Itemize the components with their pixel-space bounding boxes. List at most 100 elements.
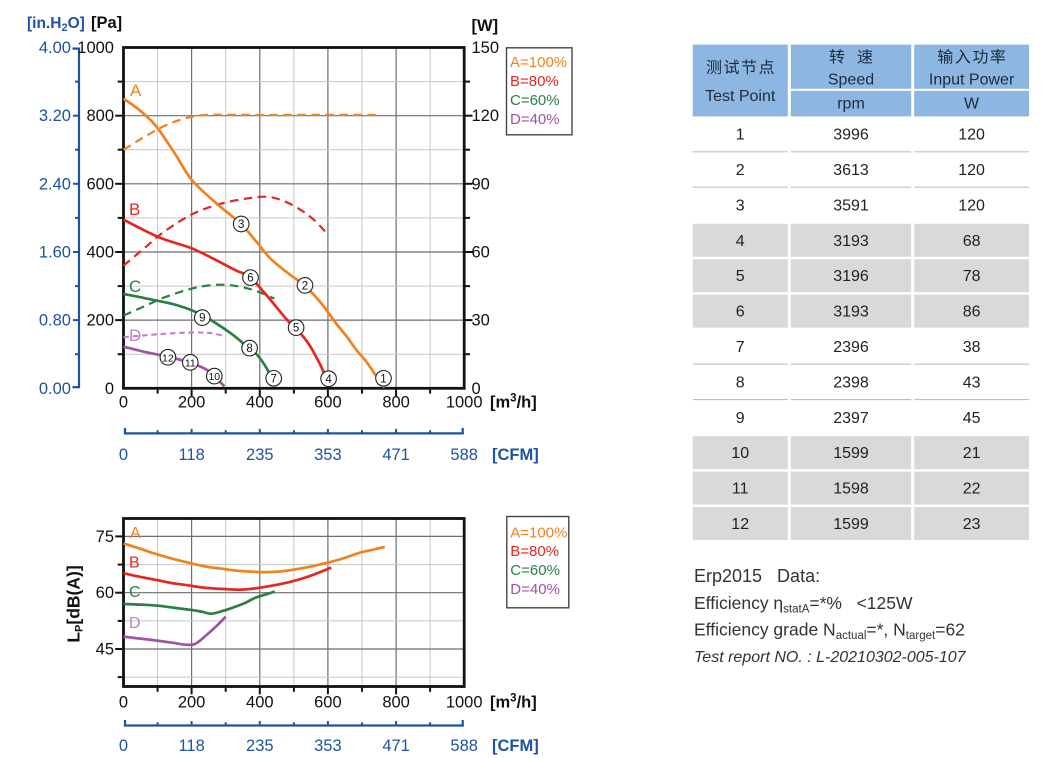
- svg-text:0: 0: [119, 394, 128, 412]
- svg-text:800: 800: [382, 694, 410, 712]
- svg-text:4.00: 4.00: [39, 39, 71, 57]
- svg-text:2398: 2398: [833, 374, 869, 391]
- svg-text:rpm: rpm: [837, 96, 865, 113]
- svg-text:3193: 3193: [833, 233, 869, 250]
- svg-text:2.40: 2.40: [39, 175, 71, 193]
- svg-text:Test Point: Test Point: [705, 88, 776, 105]
- svg-text:9: 9: [199, 313, 205, 325]
- svg-text:D: D: [129, 326, 141, 345]
- svg-text:8: 8: [246, 343, 252, 355]
- svg-text:400: 400: [86, 244, 114, 262]
- svg-text:43: 43: [963, 374, 981, 391]
- svg-text:0: 0: [119, 446, 128, 464]
- svg-text:118: 118: [178, 737, 204, 755]
- svg-text:90: 90: [472, 175, 490, 193]
- svg-text:800: 800: [86, 107, 114, 125]
- svg-text:9: 9: [736, 410, 745, 427]
- svg-text:0: 0: [119, 737, 128, 755]
- svg-text:3.20: 3.20: [39, 107, 71, 125]
- svg-text:471: 471: [382, 446, 410, 464]
- svg-text:8: 8: [736, 374, 745, 391]
- svg-text:400: 400: [246, 394, 274, 412]
- svg-text:235: 235: [246, 737, 274, 755]
- svg-text:4: 4: [325, 374, 332, 386]
- svg-text:3: 3: [736, 197, 745, 214]
- svg-text:1000: 1000: [77, 39, 114, 57]
- svg-text:10: 10: [731, 445, 749, 462]
- svg-text:3: 3: [238, 219, 244, 231]
- svg-text:68: 68: [963, 233, 981, 250]
- svg-text:C=60%: C=60%: [510, 92, 560, 109]
- svg-text:0: 0: [119, 694, 128, 712]
- svg-text:2: 2: [736, 162, 745, 179]
- svg-text:78: 78: [963, 268, 981, 285]
- svg-text:[CFM]: [CFM]: [492, 446, 539, 464]
- svg-text:120: 120: [472, 107, 500, 125]
- svg-text:A=100%: A=100%: [510, 524, 567, 541]
- svg-text:D=40%: D=40%: [510, 581, 560, 598]
- svg-text:38: 38: [963, 339, 981, 356]
- svg-text:5: 5: [736, 268, 745, 285]
- svg-text:7: 7: [736, 339, 745, 356]
- svg-text:22: 22: [963, 481, 981, 498]
- svg-text:B=80%: B=80%: [510, 543, 559, 560]
- svg-text:0.00: 0.00: [39, 380, 71, 398]
- svg-text:45: 45: [963, 410, 981, 427]
- svg-text:LP[dB(A)]: LP[dB(A)]: [64, 565, 86, 642]
- svg-text:1599: 1599: [833, 516, 869, 533]
- svg-text:3591: 3591: [833, 197, 869, 214]
- svg-text:120: 120: [958, 162, 985, 179]
- svg-text:120: 120: [958, 127, 985, 144]
- svg-text:3613: 3613: [833, 162, 869, 179]
- svg-text:3996: 3996: [833, 127, 869, 144]
- svg-text:23: 23: [963, 516, 981, 533]
- svg-text:11: 11: [732, 481, 749, 498]
- svg-text:1: 1: [736, 127, 745, 144]
- svg-text:400: 400: [246, 694, 274, 712]
- svg-text:21: 21: [963, 445, 981, 462]
- svg-text:471: 471: [382, 737, 410, 755]
- svg-text:4: 4: [736, 233, 745, 250]
- svg-text:118: 118: [178, 446, 204, 464]
- svg-text:600: 600: [314, 394, 342, 412]
- svg-text:235: 235: [246, 446, 274, 464]
- svg-text:[m3/h]: [m3/h]: [490, 393, 537, 412]
- svg-text:0.80: 0.80: [39, 312, 71, 330]
- svg-text:W: W: [964, 96, 980, 113]
- svg-text:Test report NO. : L-20210302-0: Test report NO. : L-20210302-005-107: [694, 649, 967, 666]
- svg-text:B=80%: B=80%: [510, 73, 559, 90]
- svg-text:353: 353: [314, 446, 342, 464]
- svg-text:1000: 1000: [446, 694, 483, 712]
- svg-text:1599: 1599: [833, 445, 869, 462]
- svg-text:0: 0: [472, 380, 481, 398]
- svg-text:30: 30: [472, 312, 490, 330]
- svg-text:588: 588: [450, 737, 478, 755]
- svg-text:12: 12: [162, 352, 174, 364]
- svg-text:86: 86: [963, 304, 981, 321]
- svg-text:5: 5: [293, 323, 299, 335]
- svg-text:6: 6: [247, 273, 253, 285]
- svg-text:2396: 2396: [833, 339, 869, 356]
- svg-text:C: C: [129, 584, 141, 601]
- svg-text:D=40%: D=40%: [510, 111, 560, 128]
- svg-text:1000: 1000: [446, 394, 483, 412]
- svg-text:10: 10: [208, 371, 220, 383]
- svg-text:6: 6: [736, 304, 745, 321]
- svg-text:A=100%: A=100%: [510, 54, 567, 71]
- svg-text:600: 600: [86, 175, 114, 193]
- svg-text:2: 2: [302, 281, 308, 293]
- svg-text:Efficiency ηstatA=*% <125W: Efficiency ηstatA=*% <125W: [694, 593, 913, 616]
- svg-text:7: 7: [270, 373, 276, 385]
- svg-text:2397: 2397: [833, 410, 869, 427]
- svg-text:45: 45: [96, 641, 114, 659]
- svg-text:A: A: [130, 525, 141, 542]
- svg-text:1: 1: [380, 373, 386, 385]
- svg-text:D: D: [129, 615, 141, 632]
- svg-text:Input Power: Input Power: [929, 72, 1015, 89]
- svg-text:60: 60: [96, 584, 114, 602]
- svg-text:1598: 1598: [833, 481, 869, 498]
- svg-text:75: 75: [96, 528, 114, 546]
- svg-text:120: 120: [958, 197, 985, 214]
- svg-text:[Pa]: [Pa]: [91, 14, 122, 32]
- svg-text:B: B: [129, 555, 140, 572]
